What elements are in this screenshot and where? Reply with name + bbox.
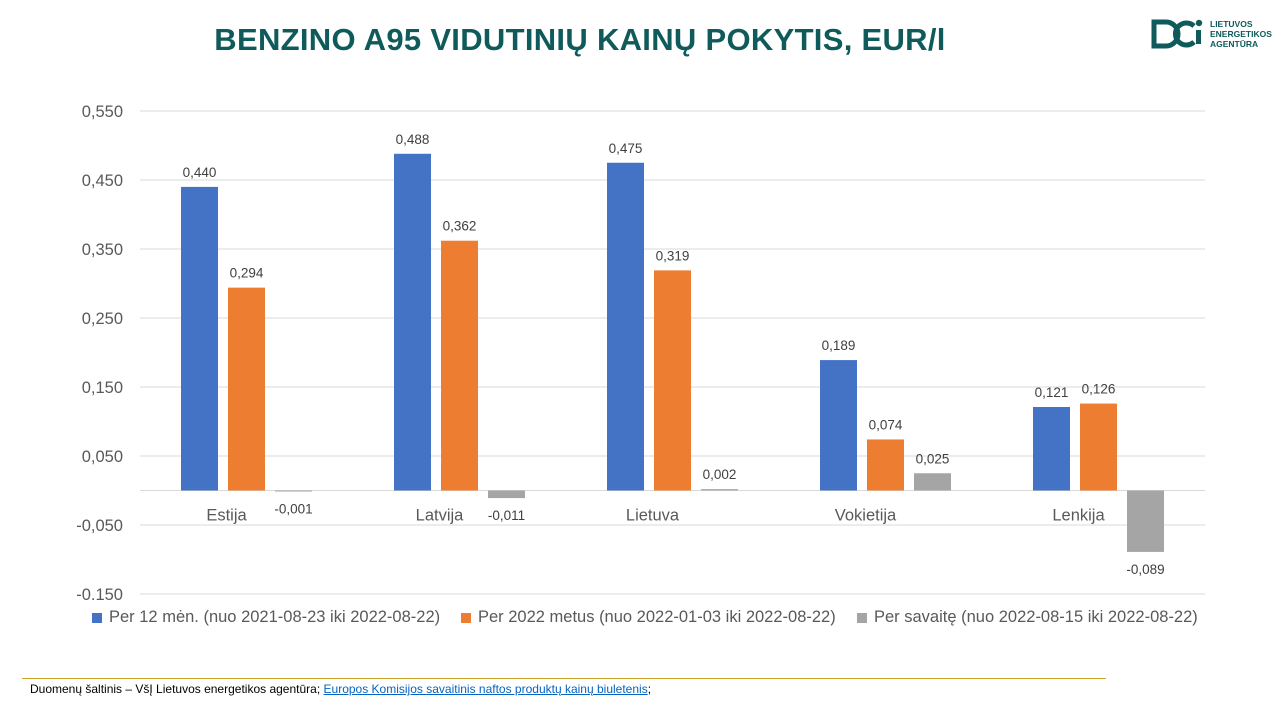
legend-label: Per 12 mėn. (nuo 2021-08-23 iki 2022-08-…: [109, 608, 441, 626]
y-tick-label: 0,150: [82, 379, 123, 397]
bar: [1127, 490, 1164, 552]
bar: [488, 490, 525, 499]
bar: [1080, 403, 1117, 491]
y-tick-label: -0,150: [76, 586, 123, 600]
logo-line: AGENTŪRA: [1210, 39, 1259, 49]
legend-label: Per savaitę (nuo 2022-08-15 iki 2022-08-…: [874, 608, 1198, 626]
data-label: 0,475: [609, 141, 643, 156]
x-tick-label: Latvija: [416, 507, 465, 525]
y-tick-label: 0,050: [82, 448, 123, 466]
legend-item-series-2: Per 2022 metus (nuo 2022-01-03 iki 2022-…: [461, 608, 836, 627]
source-prefix: Duomenų šaltinis – VšĮ Lietuvos energeti…: [30, 682, 324, 696]
bar: [701, 489, 738, 491]
bar: [275, 490, 312, 492]
footer-divider: [22, 678, 1106, 679]
legend-item-series-1: Per 12 mėn. (nuo 2021-08-23 iki 2022-08-…: [92, 608, 440, 627]
x-tick-label: Estija: [206, 507, 247, 525]
y-tick-label: 0,250: [82, 310, 123, 328]
data-label: 0,362: [443, 219, 477, 234]
data-label: 0,121: [1035, 385, 1069, 400]
data-label: 0,440: [183, 165, 217, 180]
legend-swatch: [857, 612, 867, 623]
bar: [914, 473, 951, 491]
bar: [441, 240, 478, 491]
x-tick-label: Lietuva: [626, 507, 680, 525]
bar: [607, 162, 644, 491]
bar: [867, 439, 904, 491]
data-label: 0,025: [916, 451, 950, 466]
data-label: 0,002: [703, 467, 737, 482]
source-suffix: ;: [647, 682, 652, 696]
logo-mark-icon: [1151, 19, 1203, 49]
legend-label: Per 2022 metus (nuo 2022-01-03 iki 2022-…: [478, 608, 836, 626]
source-note: Duomenų šaltinis – VšĮ Lietuvos energeti…: [30, 682, 651, 696]
bar: [394, 153, 431, 491]
bar: [1033, 407, 1070, 491]
x-tick-label: Lenkija: [1052, 507, 1105, 525]
data-label: 0,294: [230, 266, 264, 281]
data-label: 0,074: [869, 417, 903, 432]
bar: [654, 270, 691, 491]
agency-logo: LIETUVOS ENERGETIKOS AGENTŪRA: [1150, 16, 1275, 56]
chart-legend: Per 12 mėn. (nuo 2021-08-23 iki 2022-08-…: [0, 608, 1280, 634]
y-tick-label: -0,050: [76, 517, 123, 535]
data-label: 0,189: [822, 338, 856, 353]
y-tick-label: 0,450: [82, 172, 123, 190]
x-tick-label: Vokietija: [835, 507, 897, 525]
bar: [181, 186, 218, 491]
data-label: 0,126: [1082, 382, 1116, 397]
logo-text: LIETUVOS ENERGETIKOS AGENTŪRA: [1210, 19, 1272, 49]
data-label: -0,011: [488, 508, 525, 523]
legend-swatch: [461, 612, 471, 623]
y-tick-label: 0,350: [82, 241, 123, 259]
logo-line: ENERGETIKOS: [1210, 29, 1272, 39]
bar: [820, 360, 857, 491]
data-label: -0,001: [274, 502, 312, 517]
legend-item-series-3: Per savaitę (nuo 2022-08-15 iki 2022-08-…: [857, 608, 1198, 627]
data-label: 0,488: [396, 132, 430, 147]
bar-chart: -0,150 -0,050 0,050 0,150 0,250 0,350 0,450 0,5…: [76, 103, 1205, 600]
legend-swatch: [92, 612, 102, 623]
logo-line: LIETUVOS: [1210, 19, 1253, 29]
bar: [228, 287, 265, 491]
y-tick-label: 0,550: [82, 103, 123, 121]
source-link[interactable]: Europos Komisijos savaitinis naftos prod…: [323, 682, 648, 696]
data-label: -0,089: [1126, 562, 1164, 577]
chart-title: BENZINO A95 VIDUTINIŲ KAINŲ POKYTIS, EUR…: [214, 22, 946, 57]
data-label: 0,319: [656, 248, 690, 263]
